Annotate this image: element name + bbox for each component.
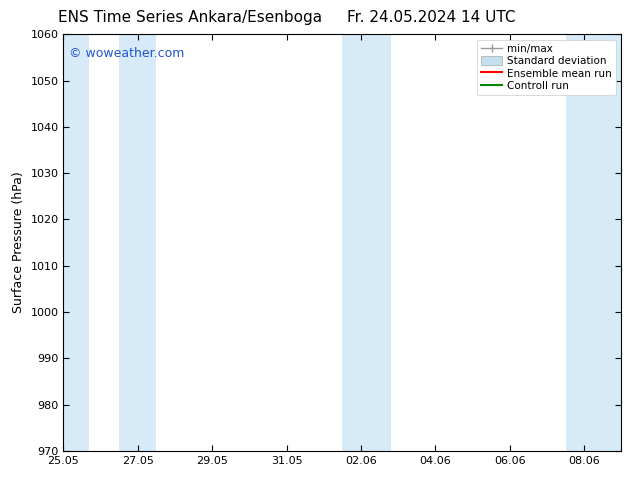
Bar: [566, 34, 625, 451]
Text: Fr. 24.05.2024 14 UTC: Fr. 24.05.2024 14 UTC: [347, 10, 515, 25]
Bar: [342, 34, 391, 451]
Text: © woweather.com: © woweather.com: [69, 47, 184, 60]
Y-axis label: Surface Pressure (hPa): Surface Pressure (hPa): [12, 172, 25, 314]
Text: ENS Time Series Ankara/Esenboga: ENS Time Series Ankara/Esenboga: [58, 10, 322, 25]
Legend: min/max, Standard deviation, Ensemble mean run, Controll run: min/max, Standard deviation, Ensemble me…: [477, 40, 616, 95]
Bar: [119, 34, 157, 451]
Bar: [60, 34, 89, 451]
